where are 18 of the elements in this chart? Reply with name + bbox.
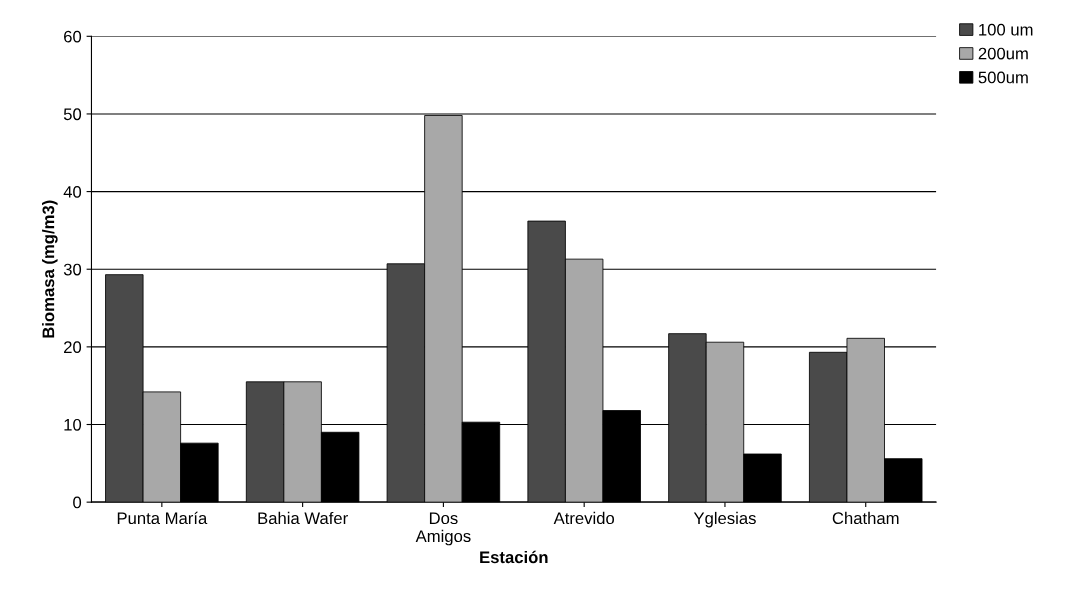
x-tick-label: Dos Amigos <box>415 512 471 546</box>
x-tick-label: Yglesias <box>693 511 756 528</box>
legend-label: 200um <box>978 47 1028 60</box>
y-tick-label: 40 <box>63 185 82 198</box>
legend-label: 100 um <box>979 23 1033 36</box>
y-axis-title: Biomasa (mg/m3) <box>42 200 58 338</box>
y-tick-label: 50 <box>63 108 82 121</box>
y-tick-label: 0 <box>73 496 82 509</box>
x-tick-label: Bahia Wafer <box>258 511 348 525</box>
x-tick-label: Punta María <box>117 511 208 525</box>
y-tick-label: 30 <box>63 263 82 276</box>
y-tick-label: 20 <box>64 341 82 354</box>
y-tick-label: 10 <box>64 418 82 431</box>
x-tick-label: Chatham <box>832 511 899 525</box>
legend-label: 500um <box>978 71 1028 84</box>
y-tick-label: 60 <box>64 30 82 43</box>
x-axis-title: Estación <box>480 550 548 564</box>
x-tick-label: Atrevido <box>553 511 615 525</box>
